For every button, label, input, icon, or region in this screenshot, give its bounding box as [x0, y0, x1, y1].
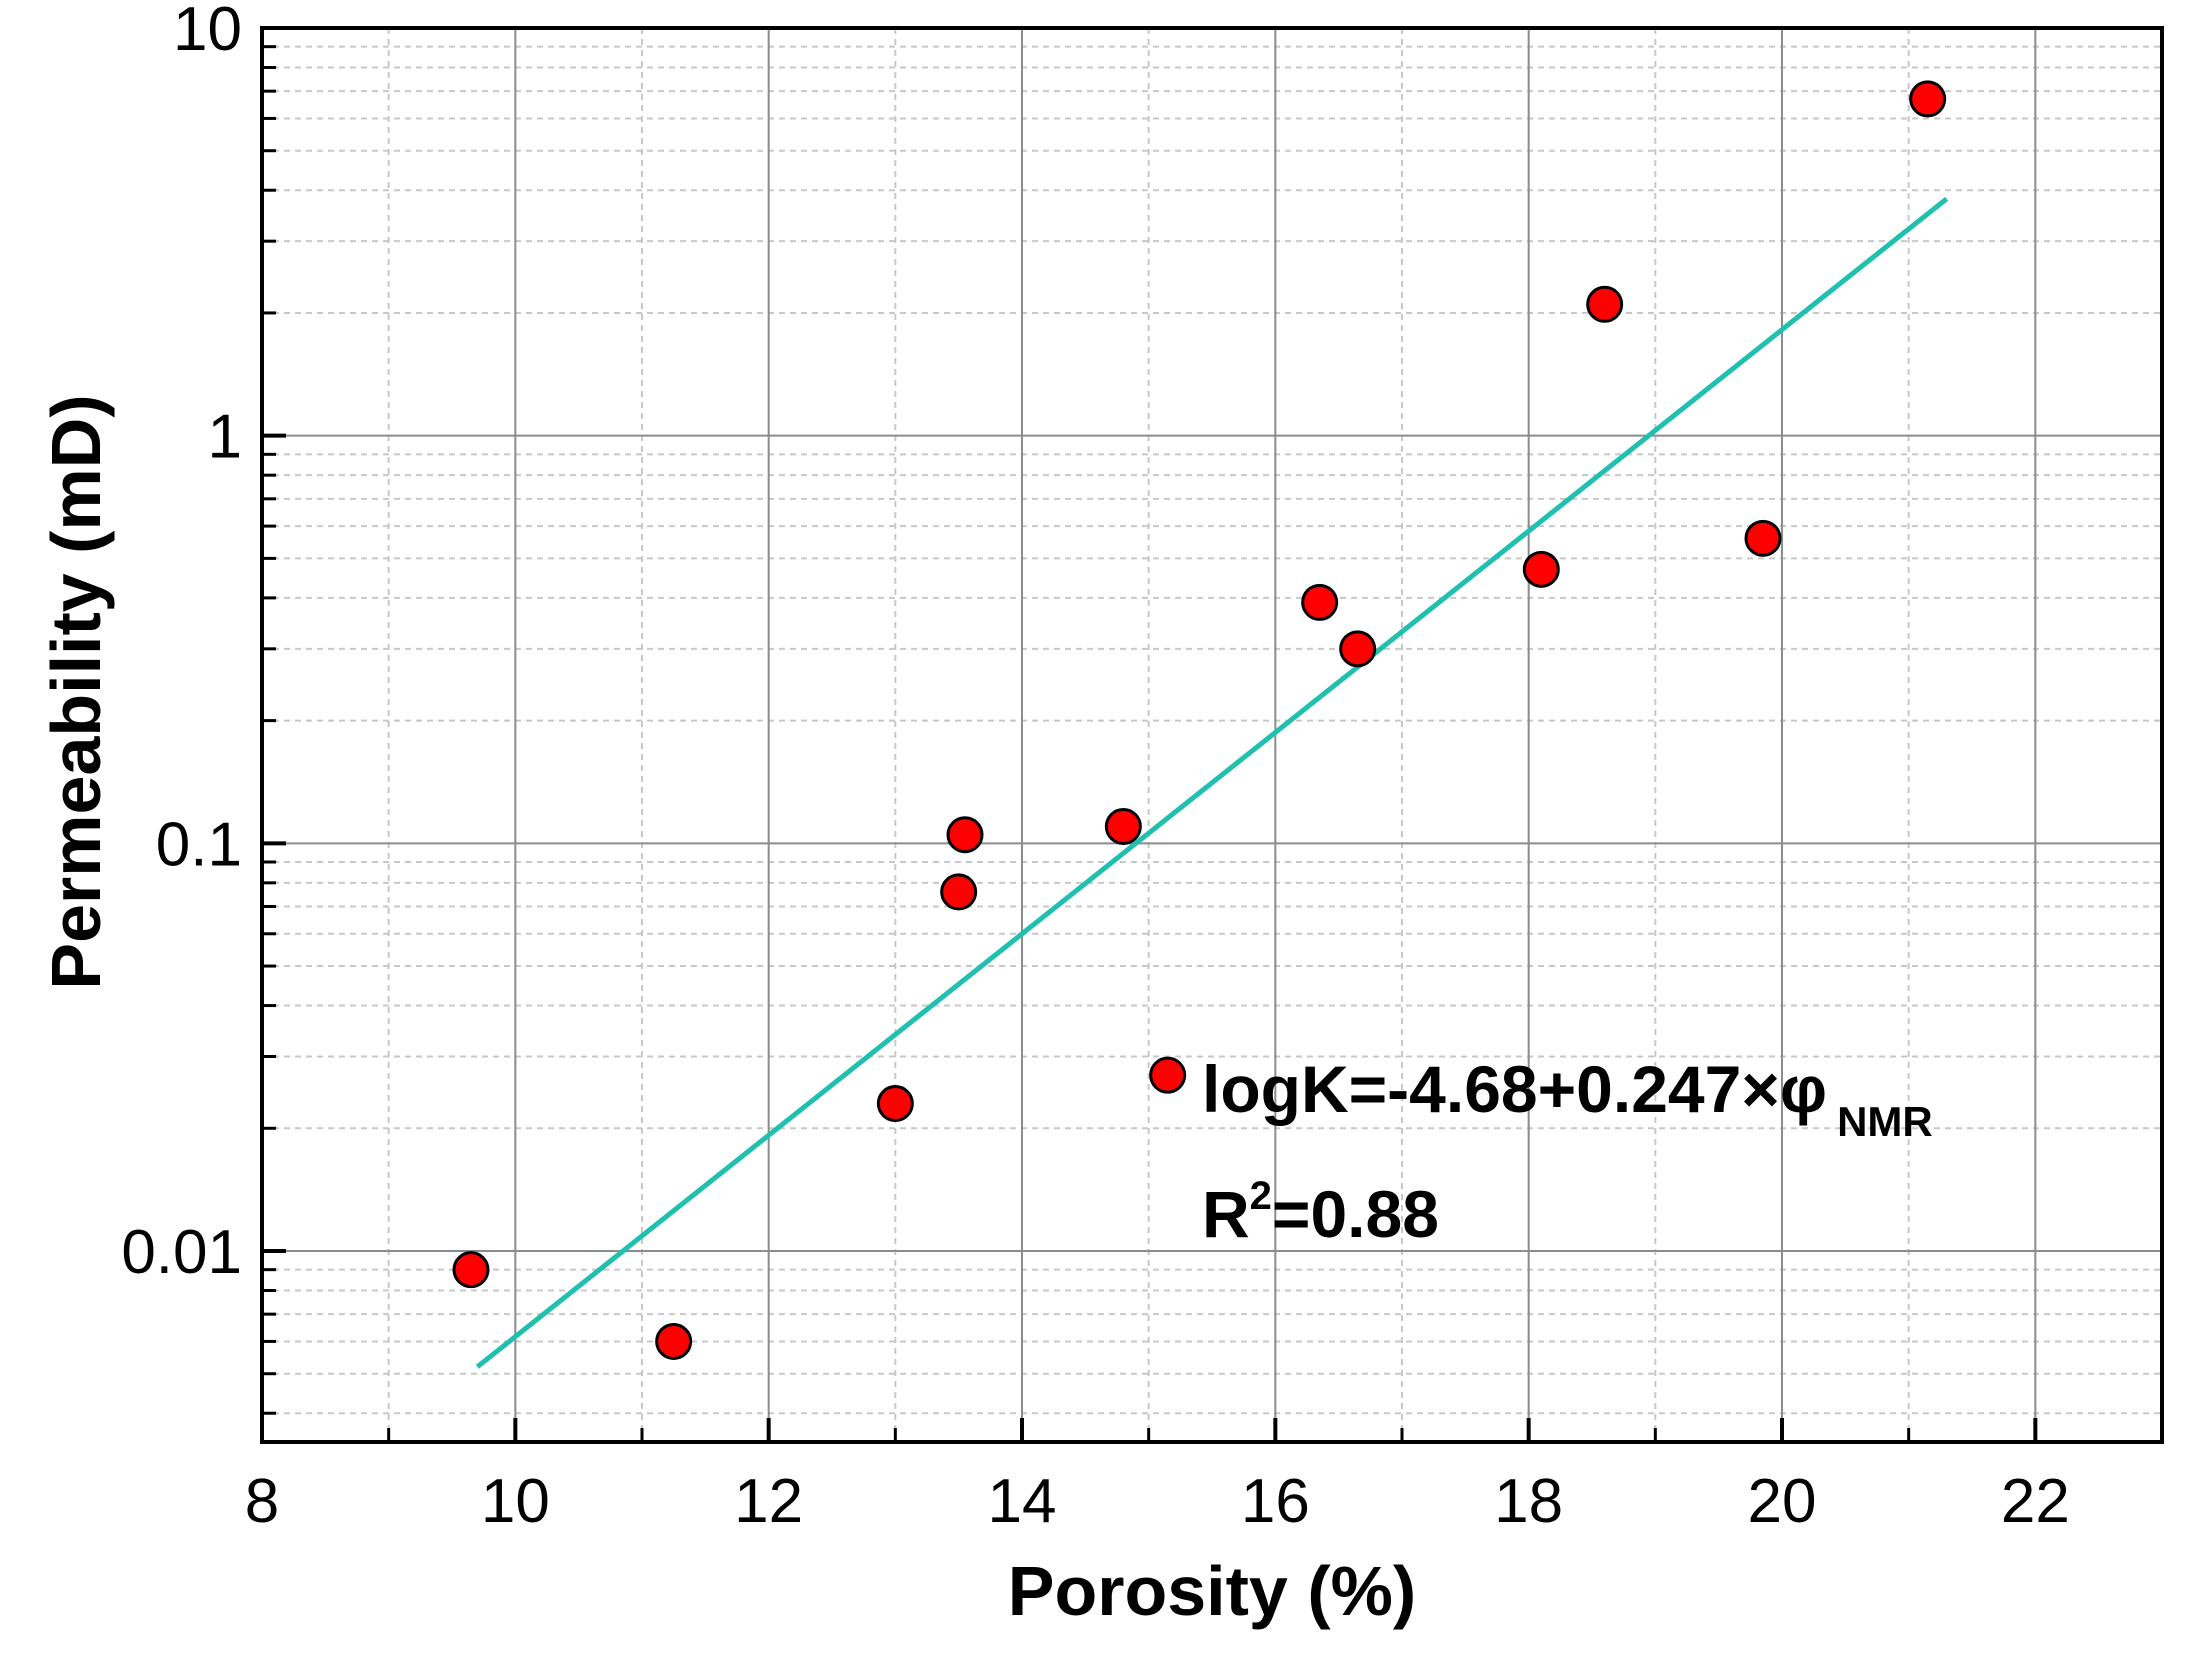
major-gridlines [262, 27, 2162, 1442]
data-point [946, 816, 984, 854]
equation-main: logK=-4.68+0.247×φ [1202, 1052, 1827, 1126]
data-point [1522, 550, 1560, 588]
x-tick-label: 16 [1241, 1467, 1310, 1536]
x-tick-label: 20 [1748, 1467, 1817, 1536]
plot-frame [260, 26, 2164, 1444]
x-tick-label: 14 [988, 1467, 1057, 1536]
data-point [1104, 807, 1142, 845]
r2-prefix: R [1202, 1177, 1250, 1251]
data-points [452, 80, 1947, 1360]
x-tick-label: 8 [245, 1467, 279, 1536]
r-squared-annotation: R2=0.88 [1202, 1174, 1439, 1251]
x-tick-label: 22 [2001, 1467, 2070, 1536]
y-axis-title: Permeability (mD) [37, 394, 115, 989]
y-tick-label: 10 [173, 0, 242, 64]
x-tick-label: 18 [1494, 1467, 1563, 1536]
y-tick-label: 1 [208, 403, 242, 472]
equation-annotation: logK=-4.68+0.247×φ NMR [1202, 1052, 1933, 1145]
fit-line [475, 196, 1949, 1369]
data-point [452, 1251, 490, 1289]
y-tick-label: 0.1 [156, 810, 242, 879]
legend-marker [1149, 1056, 1187, 1094]
y-tick-label: 0.01 [121, 1218, 242, 1287]
r2-superscript: 2 [1250, 1174, 1272, 1218]
axis-ticks [260, 26, 2038, 1442]
data-point [1909, 80, 1947, 118]
x-axis-title: Porosity (%) [1008, 1552, 1416, 1630]
y-tick-labels: 0.01 0.1 1 10 [121, 0, 242, 1287]
data-point [1339, 630, 1377, 668]
data-point [876, 1085, 914, 1123]
x-tick-label: 12 [734, 1467, 803, 1536]
data-point [940, 873, 978, 911]
minor-gridlines [262, 28, 2162, 1442]
x-tick-labels: 8 10 12 14 16 18 20 22 [245, 1467, 2070, 1536]
equation-subscript: NMR [1837, 1098, 1933, 1145]
x-tick-label: 10 [481, 1467, 550, 1536]
data-point [1744, 519, 1782, 557]
data-point [655, 1322, 693, 1360]
r2-value: =0.88 [1272, 1177, 1439, 1251]
data-point [1586, 285, 1624, 323]
data-point [1301, 583, 1339, 621]
